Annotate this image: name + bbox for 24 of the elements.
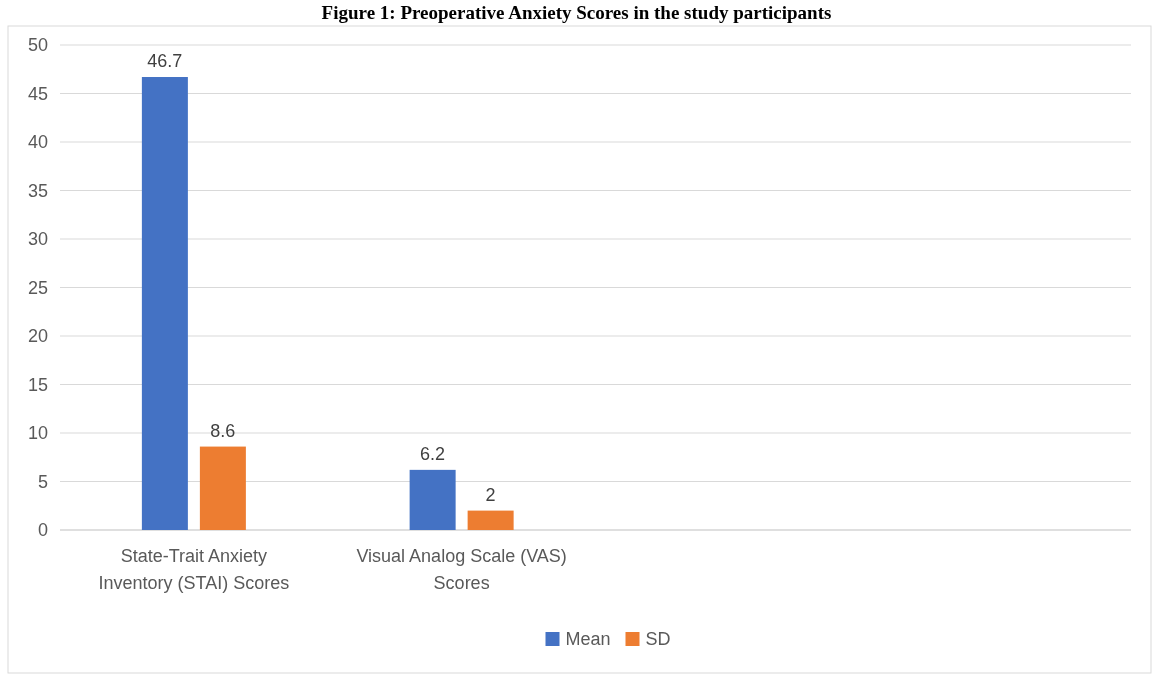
y-tick-label: 15 xyxy=(27,374,48,395)
bar xyxy=(199,446,246,530)
legend-label: SD xyxy=(645,629,671,650)
data-label: 2 xyxy=(485,484,496,505)
y-tick-label: 5 xyxy=(37,471,48,492)
chart-title: Figure 1: Preoperative Anxiety Scores in the study participants xyxy=(321,2,832,23)
y-tick-label: 40 xyxy=(27,132,48,153)
y-tick-label: 35 xyxy=(27,180,48,201)
x-tick-label: Visual Analog Scale (VAS) Scores xyxy=(356,546,567,593)
legend-label: Mean xyxy=(565,629,611,650)
bar xyxy=(467,510,514,530)
y-tick-label: 50 xyxy=(27,35,48,56)
bar xyxy=(409,469,456,530)
data-label: 46.7 xyxy=(147,51,183,72)
y-tick-label: 30 xyxy=(27,229,48,250)
x-tick-label: State-Trait Anxiety Inventory (STAI) Scores xyxy=(98,546,290,593)
y-tick-label: 45 xyxy=(27,83,48,104)
y-tick-label: 20 xyxy=(27,326,48,347)
y-tick-label: 25 xyxy=(27,277,48,298)
y-tick-label: 10 xyxy=(27,423,48,444)
data-label: 6.2 xyxy=(420,443,446,464)
data-label: 8.6 xyxy=(210,420,236,441)
bar xyxy=(141,77,188,530)
y-tick-label: 0 xyxy=(37,520,48,541)
